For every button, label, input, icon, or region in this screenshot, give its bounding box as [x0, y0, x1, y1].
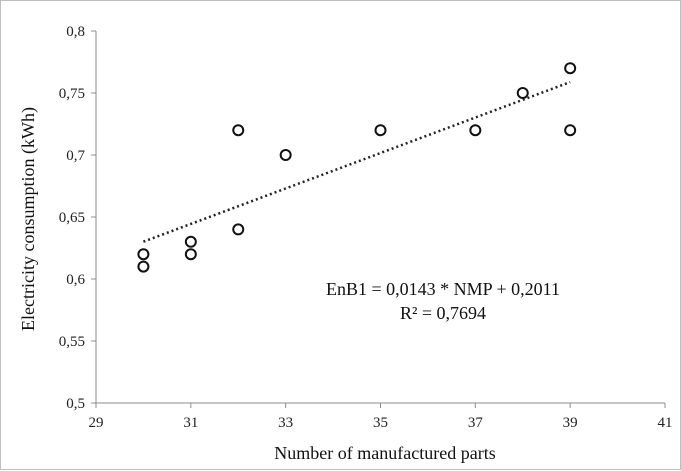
y-tick-label: 0,6 [66, 272, 85, 288]
y-tick-label: 0,75 [59, 86, 85, 102]
trendline-equation: EnB1 = 0,0143 * NMP + 0,2011 [326, 279, 560, 299]
data-point [564, 124, 577, 137]
trendline [142, 80, 571, 243]
trendline-group [142, 80, 571, 243]
data-point [137, 248, 150, 261]
axes [95, 31, 665, 404]
x-tick-labels: 29 31 33 35 37 39 41 [89, 403, 673, 431]
data-points [137, 62, 577, 273]
data-point [516, 87, 529, 99]
y-tick-label: 0,55 [59, 334, 85, 350]
data-point [184, 248, 197, 261]
data-point [469, 124, 482, 137]
data-point [232, 223, 245, 236]
data-point [137, 260, 150, 273]
y-tick-label: 0,7 [66, 148, 85, 164]
y-tick-labels: 0,5 0,55 0,6 0,65 0,7 0,75 0,8 [59, 24, 96, 412]
x-tick-label: 41 [658, 415, 673, 431]
data-point [374, 124, 387, 137]
x-tick-label: 37 [468, 415, 484, 431]
y-tick-label: 0,5 [66, 396, 85, 412]
data-point [184, 235, 197, 248]
x-axis-title: Number of manufactured parts [274, 443, 495, 463]
x-tick-label: 39 [563, 415, 578, 431]
y-tick-label: 0,65 [59, 210, 85, 226]
data-point [232, 124, 245, 137]
x-tick-label: 35 [373, 415, 388, 431]
r-squared-label: R² = 0,7694 [400, 303, 486, 323]
x-tick-label: 33 [278, 415, 293, 431]
data-point [564, 62, 577, 75]
y-axis-title: Electricity consumption (kWh) [18, 107, 39, 331]
x-tick-label: 29 [89, 415, 104, 431]
y-tick-label: 0,8 [66, 24, 85, 40]
x-tick-label: 31 [183, 415, 198, 431]
data-point [279, 149, 292, 161]
